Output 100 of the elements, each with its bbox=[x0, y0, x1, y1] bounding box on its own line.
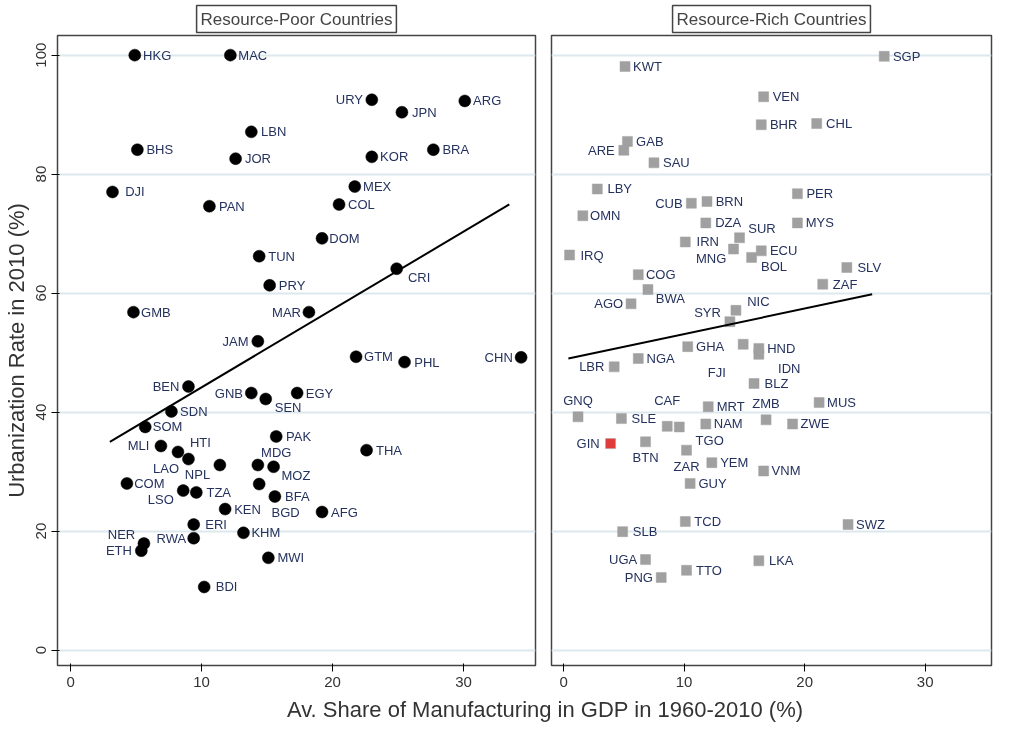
point bbox=[728, 243, 739, 255]
point bbox=[395, 106, 409, 119]
point bbox=[127, 305, 140, 319]
point bbox=[187, 518, 200, 531]
data-label: VNM bbox=[771, 463, 801, 479]
data-label: LSO bbox=[147, 492, 174, 508]
point bbox=[592, 183, 603, 195]
data-label: VEN bbox=[772, 89, 800, 105]
x-tick-label: 0 bbox=[66, 672, 75, 690]
data-label: IDN bbox=[778, 360, 801, 376]
data-label: MWI bbox=[277, 550, 305, 566]
y-tick-label: 100 bbox=[32, 42, 50, 68]
data-label: MEX bbox=[363, 179, 392, 195]
data-label: BHR bbox=[769, 117, 798, 133]
data-label: ETH bbox=[105, 543, 132, 559]
point bbox=[514, 351, 528, 364]
data-label: GNB bbox=[214, 385, 244, 401]
data-label: AGO bbox=[594, 296, 624, 312]
data-label: IRN bbox=[696, 234, 719, 250]
point bbox=[734, 232, 745, 244]
data-label: UGA bbox=[609, 552, 638, 568]
data-label: COG bbox=[645, 267, 676, 283]
data-label: SWZ bbox=[856, 517, 885, 533]
data-label: RWA bbox=[156, 530, 187, 546]
point bbox=[365, 150, 379, 164]
data-label: SEN bbox=[274, 400, 302, 416]
data-label: NER bbox=[107, 527, 136, 543]
data-label: SUR bbox=[748, 221, 776, 237]
data-label: NIC bbox=[747, 293, 770, 309]
data-label: YEM bbox=[720, 455, 749, 471]
data-label: NPL bbox=[184, 466, 211, 482]
data-label: ECU bbox=[769, 243, 798, 259]
data-label: GHA bbox=[696, 339, 725, 355]
point bbox=[753, 349, 765, 360]
data-label: MAR bbox=[272, 304, 301, 320]
point bbox=[700, 217, 712, 229]
data-label: GTM bbox=[364, 349, 393, 365]
data-label: CAF bbox=[654, 392, 681, 408]
data-label: SLB bbox=[632, 524, 658, 540]
point bbox=[315, 232, 329, 245]
data-label: KEN bbox=[234, 501, 261, 517]
point bbox=[348, 180, 362, 193]
data-label: SAU bbox=[663, 155, 690, 171]
point bbox=[753, 555, 765, 567]
y-tick-label: 20 bbox=[32, 522, 50, 540]
point bbox=[746, 252, 757, 263]
data-label: LAO bbox=[153, 460, 180, 476]
data-label: PAN bbox=[218, 198, 245, 214]
data-label: GNQ bbox=[563, 393, 593, 409]
data-label: CHN bbox=[484, 349, 513, 365]
point bbox=[608, 361, 620, 373]
point bbox=[315, 505, 329, 519]
point bbox=[251, 458, 265, 472]
point bbox=[748, 378, 760, 389]
data-label: TCD bbox=[694, 514, 722, 530]
point bbox=[135, 544, 148, 557]
point bbox=[182, 380, 195, 393]
data-label: SOM bbox=[152, 419, 183, 435]
data-label: DJI bbox=[125, 184, 145, 200]
data-label: CUB bbox=[655, 195, 683, 211]
point bbox=[842, 519, 854, 530]
x-tick-label: 30 bbox=[455, 672, 472, 690]
point bbox=[187, 531, 200, 545]
point bbox=[427, 143, 440, 156]
point bbox=[131, 143, 144, 156]
data-label: BEN bbox=[152, 378, 180, 394]
data-label: ARG bbox=[473, 93, 502, 109]
point bbox=[640, 554, 651, 565]
data-label: MAC bbox=[238, 47, 268, 63]
point bbox=[251, 335, 265, 348]
data-label: ZAF bbox=[832, 276, 858, 292]
x-tick-label: 10 bbox=[193, 672, 210, 690]
data-label: SGP bbox=[892, 48, 921, 64]
point bbox=[458, 94, 472, 108]
point bbox=[787, 418, 798, 430]
point bbox=[655, 572, 667, 583]
point bbox=[622, 136, 633, 147]
point bbox=[237, 526, 250, 540]
data-label: HTI bbox=[189, 435, 211, 451]
data-label: LBR bbox=[579, 359, 605, 375]
point bbox=[332, 198, 346, 211]
point bbox=[618, 145, 630, 156]
point bbox=[616, 413, 627, 424]
data-label: MNG bbox=[695, 250, 727, 266]
data-label: BDI bbox=[215, 579, 238, 595]
point bbox=[702, 401, 714, 412]
data-label: KWT bbox=[632, 58, 662, 74]
data-label: PER bbox=[806, 186, 834, 202]
chart-title: Resource-Rich Countries bbox=[676, 9, 867, 29]
point bbox=[642, 284, 654, 295]
point bbox=[640, 436, 651, 448]
point bbox=[165, 405, 178, 418]
point bbox=[878, 51, 890, 62]
data-label: MUS bbox=[827, 395, 857, 411]
data-label: BFA bbox=[285, 489, 310, 505]
data-label: KOR bbox=[380, 149, 409, 165]
data-label: LKA bbox=[768, 553, 794, 569]
data-label: MYS bbox=[805, 215, 835, 231]
point bbox=[633, 269, 644, 280]
data-label: IRQ bbox=[580, 247, 604, 263]
